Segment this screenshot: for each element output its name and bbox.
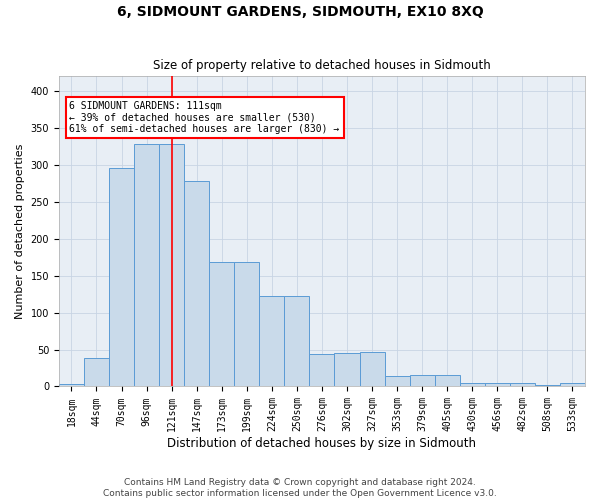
Bar [134,144,159,386]
Bar [560,383,585,386]
Bar [485,383,510,386]
Bar [184,181,209,386]
Bar [410,376,434,386]
X-axis label: Distribution of detached houses by size in Sidmouth: Distribution of detached houses by size … [167,437,476,450]
Bar [385,376,410,386]
Bar [510,383,535,386]
Text: 6 SIDMOUNT GARDENS: 111sqm
← 39% of detached houses are smaller (530)
61% of sem: 6 SIDMOUNT GARDENS: 111sqm ← 39% of deta… [70,101,340,134]
Bar [159,144,184,386]
Bar [535,385,560,386]
Bar [259,296,284,386]
Bar [84,358,109,386]
Bar [359,352,385,386]
Bar [109,168,134,386]
Bar [209,262,234,386]
Bar [334,353,359,386]
Text: Contains HM Land Registry data © Crown copyright and database right 2024.
Contai: Contains HM Land Registry data © Crown c… [103,478,497,498]
Y-axis label: Number of detached properties: Number of detached properties [15,144,25,319]
Bar [284,296,310,386]
Bar [310,354,334,386]
Bar [234,262,259,386]
Bar [434,376,460,386]
Bar [460,383,485,386]
Text: 6, SIDMOUNT GARDENS, SIDMOUTH, EX10 8XQ: 6, SIDMOUNT GARDENS, SIDMOUTH, EX10 8XQ [116,5,484,19]
Bar [59,384,84,386]
Title: Size of property relative to detached houses in Sidmouth: Size of property relative to detached ho… [153,59,491,72]
